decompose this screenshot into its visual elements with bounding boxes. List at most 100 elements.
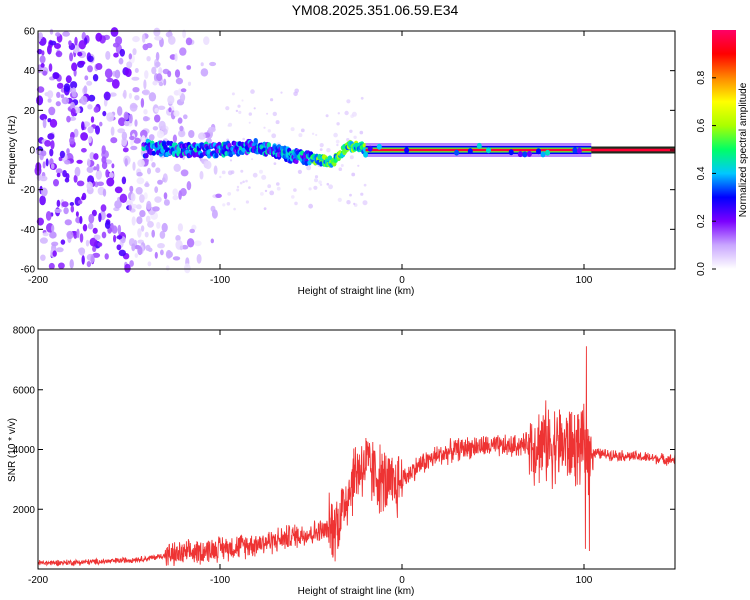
- noise-blob: [66, 115, 71, 123]
- noise-blob: [90, 254, 95, 264]
- noise-blob: [49, 118, 58, 128]
- noise-blob: [51, 241, 59, 247]
- noise-blob: [66, 148, 70, 155]
- noise-blob: [142, 116, 149, 122]
- noise-blob: [111, 79, 120, 89]
- noise-blob: [103, 98, 108, 107]
- noise-blob: [136, 177, 145, 185]
- noise-blob: [44, 140, 52, 147]
- noise-speck: [349, 129, 353, 133]
- noise-blob: [69, 52, 74, 62]
- noise-blob: [144, 182, 150, 188]
- noise-blob: [86, 181, 93, 191]
- noise-blob: [106, 213, 112, 218]
- y-tick-label: 4000: [13, 445, 36, 456]
- snr-panel: -200 -100 0 100 2000 4000 6000 8000 Height of s…: [7, 326, 676, 597]
- noise-blob: [113, 234, 117, 243]
- noise-blob: [137, 246, 143, 256]
- noise-blob: [155, 51, 160, 61]
- y-tick-label: 6000: [13, 385, 36, 396]
- snr-frame: [37, 329, 676, 570]
- noise-blob: [130, 139, 134, 146]
- noise-blob: [172, 134, 177, 143]
- noise-blob: [86, 166, 94, 174]
- noise-blob: [36, 86, 45, 93]
- noise-blob: [63, 207, 69, 215]
- noise-blob: [179, 93, 186, 102]
- noise-blob: [66, 230, 74, 240]
- noise-blob: [189, 228, 195, 234]
- noise-speck: [276, 186, 281, 191]
- band-speck: [536, 148, 541, 155]
- band-speck: [526, 150, 532, 157]
- noise-blob: [117, 106, 123, 116]
- band-speck: [576, 147, 582, 154]
- noise-blob: [128, 113, 133, 124]
- noise-blob: [87, 126, 94, 134]
- noise-speck: [237, 104, 241, 108]
- noise-blob: [90, 116, 95, 123]
- noise-speck: [314, 178, 318, 183]
- noise-speck: [294, 201, 298, 206]
- noise-blob: [104, 253, 109, 260]
- noise-speck: [271, 133, 277, 139]
- noise-blob: [172, 256, 181, 261]
- noise-speck: [260, 192, 264, 196]
- noise-speck: [259, 169, 263, 174]
- noise-blob: [155, 167, 161, 173]
- noise-speck: [251, 158, 254, 161]
- noise-blob: [129, 102, 138, 112]
- noise-blob: [211, 209, 218, 219]
- noise-speck: [236, 188, 240, 192]
- noise-blob: [157, 243, 165, 249]
- noise-blob: [82, 224, 88, 232]
- noise-blob: [130, 145, 138, 151]
- band-speck: [454, 149, 460, 156]
- noise-blob: [147, 167, 151, 175]
- noise-speck: [219, 175, 222, 179]
- noise-blob: [177, 117, 183, 124]
- noise-speck: [245, 179, 248, 183]
- noise-blob: [39, 195, 46, 206]
- noise-blob: [96, 181, 104, 187]
- noise-blob: [152, 126, 159, 131]
- noise-blob: [114, 69, 121, 79]
- noise-blob: [50, 140, 55, 150]
- noise-speck: [222, 203, 226, 207]
- noise-blob: [87, 104, 93, 110]
- noise-blob: [38, 32, 43, 40]
- noise-blob: [134, 119, 138, 127]
- noise-blob: [168, 107, 172, 113]
- noise-blob: [116, 244, 122, 251]
- noise-blob: [152, 206, 160, 212]
- noise-speck: [340, 164, 344, 167]
- noise-blob: [73, 128, 79, 138]
- noise-speck: [311, 132, 315, 135]
- noise-blob: [79, 233, 84, 243]
- noise-blob: [54, 43, 61, 49]
- noise-blob: [55, 247, 64, 253]
- noise-blob: [185, 37, 193, 46]
- noise-blob: [141, 135, 146, 142]
- noise-blob: [147, 221, 154, 228]
- noise-blob: [128, 204, 132, 211]
- noise-speck: [293, 91, 298, 97]
- noise-blob: [64, 219, 73, 226]
- noise-speck: [272, 111, 277, 117]
- noise-blob: [125, 200, 133, 206]
- noise-speck: [319, 148, 323, 152]
- noise-blob: [58, 262, 65, 269]
- noise-blob: [160, 249, 164, 256]
- noise-speck: [362, 200, 368, 206]
- noise-blob: [81, 121, 85, 131]
- noise-speck: [242, 180, 245, 184]
- noise-blob: [163, 192, 168, 200]
- noise-blob: [154, 186, 159, 194]
- noise-blob: [36, 217, 45, 226]
- noise-speck: [273, 162, 277, 166]
- noise-blob: [154, 251, 158, 259]
- noise-blob: [118, 57, 124, 65]
- noise-blob: [88, 213, 95, 224]
- noise-blob: [74, 166, 81, 177]
- noise-blob: [147, 247, 153, 252]
